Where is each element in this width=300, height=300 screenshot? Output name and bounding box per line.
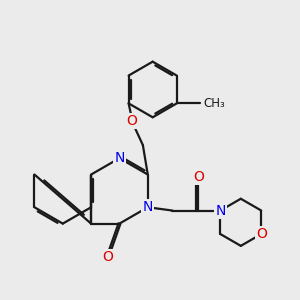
Text: O: O bbox=[256, 227, 267, 241]
Text: N: N bbox=[142, 200, 153, 214]
Text: O: O bbox=[126, 114, 137, 128]
Text: O: O bbox=[193, 170, 204, 184]
Text: N: N bbox=[114, 151, 124, 165]
Text: N: N bbox=[215, 203, 226, 218]
Text: CH₃: CH₃ bbox=[204, 97, 225, 110]
Text: O: O bbox=[103, 250, 113, 264]
